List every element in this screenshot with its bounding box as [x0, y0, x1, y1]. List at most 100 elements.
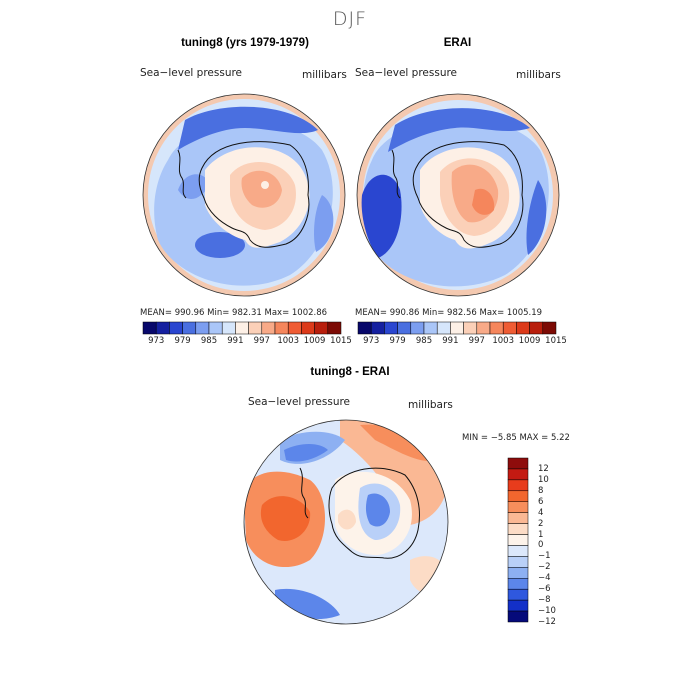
- map3-border: [243, 419, 449, 625]
- diff-colorbar-tick-label: −12: [538, 617, 556, 627]
- panel1-colorbar-swatch: [261, 321, 276, 335]
- map2-antarctica-1015: [472, 188, 495, 215]
- diff-colorbar-swatch: [507, 588, 529, 601]
- diff-colorbar-swatch: [507, 534, 529, 546]
- panel1-colorbar-tick-label: 985: [200, 336, 218, 346]
- panel3-variable-label: Sea−level pressure: [248, 396, 351, 408]
- map3-antarctica-high: [338, 509, 356, 530]
- panel2-colorbar-swatch: [423, 321, 438, 335]
- panel2-colorbar-swatch: [542, 321, 557, 335]
- panel2-colorbar-swatch: [410, 321, 425, 335]
- map3-high-west-core: [260, 496, 311, 541]
- panel2-colorbar-swatch: [357, 321, 372, 335]
- panel2-colorbar-swatch: [384, 321, 398, 335]
- diff-colorbar-swatch: [507, 512, 529, 524]
- panel2-colorbar-swatch: [516, 321, 530, 335]
- map3-antarctica-low2: [365, 493, 390, 527]
- diff-colorbar-tick-label: 10: [538, 474, 549, 485]
- panel3-stats: MIN = −5.85 MAX = 5.22: [462, 433, 570, 443]
- diff-colorbar-tick-label: 8: [538, 485, 544, 496]
- panel1-colorbar-tick-label: 1009: [303, 336, 326, 346]
- panel1-colorbar-swatch: [169, 321, 183, 335]
- diff-colorbar: [507, 457, 529, 623]
- map1-low-north: [178, 106, 318, 150]
- panel2-stats: MEAN= 990.86 Min= 982.56 Max= 1005.19: [355, 308, 543, 318]
- panel1-colorbar-swatch: [274, 321, 289, 335]
- panel1-title: tuning8 (yrs 1979-1979): [181, 37, 309, 49]
- diff-colorbar-swatch: [507, 578, 529, 590]
- map3-low-north-core: [284, 444, 328, 462]
- panel1-colorbar-swatch: [327, 321, 342, 335]
- panel1-colorbar-swatch: [235, 321, 249, 335]
- panel2-colorbar-swatch: [476, 321, 491, 335]
- diff-colorbar-swatch: [507, 599, 529, 612]
- map1-antarctica-1009: [241, 170, 282, 208]
- panel1-colorbar-swatch: [142, 321, 157, 335]
- panel1-colorbar-swatch: [314, 321, 329, 335]
- panel1-colorbar-swatch: [248, 321, 263, 335]
- map1-low-east: [314, 195, 334, 252]
- panel3-title: tuning8 - ERAI: [310, 366, 390, 378]
- map2-peninsula: [391, 149, 401, 199]
- map1-coastline: [198, 141, 310, 248]
- diff-colorbar-swatch: [507, 523, 529, 535]
- map2-low-west: [361, 174, 402, 258]
- panel2-colorbar-tick-label: 1009: [518, 336, 541, 346]
- diff-colorbar-swatch: [507, 556, 529, 568]
- panel2-colorbar-swatch: [436, 321, 451, 335]
- panel3-units-label: millibars: [408, 399, 453, 411]
- panel1-colorbar-swatch: [195, 321, 210, 335]
- map2-coastline: [412, 141, 524, 248]
- diff-colorbar-tick-label: 6: [538, 496, 544, 507]
- panel1-colorbar-tick-label: 979: [174, 336, 191, 346]
- diff-colorbar-tick-label: 12: [538, 463, 549, 474]
- map1-antarctica-dip: [261, 181, 269, 189]
- map3-high-se: [410, 556, 448, 595]
- diff-colorbar-tick-label: −1: [538, 551, 551, 562]
- panel2-title: ERAI: [443, 37, 472, 49]
- panel1-colorbar-swatch: [208, 321, 223, 335]
- panel2-units-label: millibars: [516, 69, 561, 81]
- panel2-colorbar-tick-label: 985: [415, 336, 433, 346]
- diff-colorbar-swatch: [507, 567, 529, 579]
- diff-colorbar-swatch: [507, 610, 529, 623]
- panel2-colorbar-tick-label: 1003: [492, 336, 514, 346]
- diff-colorbar-tick-label: −4: [538, 573, 551, 584]
- diff-colorbar-tick-label: 4: [538, 507, 544, 518]
- map3-high-ne-core: [360, 424, 435, 461]
- panel2-colorbar-swatch: [463, 321, 478, 335]
- panel2-colorbar-tick-label: 979: [389, 336, 406, 346]
- panel1-colorbar-tick-label: 1015: [330, 336, 352, 346]
- diff-colorbar-swatch: [507, 457, 529, 470]
- map3-peninsula: [299, 467, 309, 519]
- panel2-variable-label: Sea−level pressure: [355, 67, 458, 79]
- diff-colorbar-swatch: [507, 479, 529, 492]
- panel1-colorbar-swatch: [182, 321, 197, 335]
- diff-colorbar-tick-label: 0: [538, 540, 544, 551]
- figure-title: DJF: [332, 8, 368, 30]
- panel1-stats: MEAN= 990.96 Min= 982.31 Max= 1002.86: [140, 308, 328, 318]
- map2-low-north: [388, 108, 530, 152]
- panel2-colorbar-tick-label: 991: [442, 336, 459, 346]
- panel2-colorbar-swatch: [489, 321, 504, 335]
- panel1-units-label: millibars: [302, 69, 347, 81]
- map3-coastline: [328, 467, 420, 559]
- map1-field: [143, 94, 345, 296]
- map2-border: [356, 93, 560, 297]
- diff-colorbar-swatch: [507, 490, 529, 502]
- panel2-colorbar-swatch: [370, 321, 385, 335]
- panel1-colorbar-tick-label: 1003: [277, 336, 299, 346]
- diff-colorbar-swatch: [507, 468, 529, 481]
- map1-peninsula: [177, 149, 187, 199]
- diff-colorbar-tick-label: −6: [538, 584, 551, 595]
- panel2-colorbar-swatch: [397, 321, 412, 335]
- diff-colorbar-tick-label: −2: [538, 562, 551, 573]
- diff-colorbar-swatch: [507, 501, 529, 513]
- diff-colorbar-tick-label: −8: [538, 595, 551, 606]
- panel2-colorbar-tick-label: 973: [363, 336, 380, 346]
- map2-low-east: [526, 180, 547, 255]
- panel1-colorbar-swatch: [301, 321, 315, 335]
- map2-field: [357, 94, 559, 296]
- diff-colorbar-tick-label: 1: [538, 529, 544, 540]
